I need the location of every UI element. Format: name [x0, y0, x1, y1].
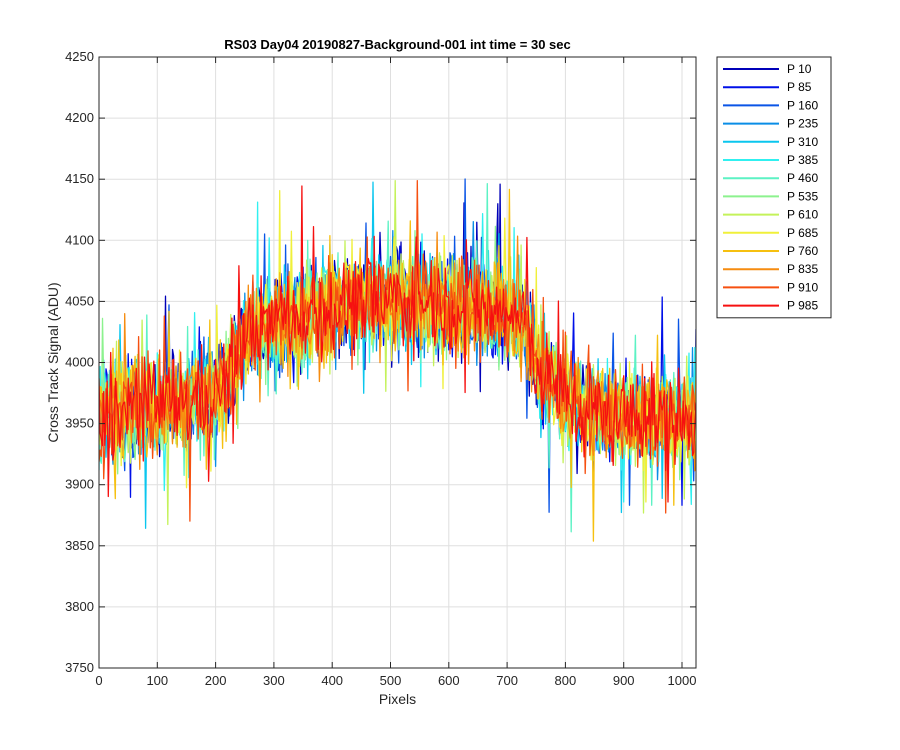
x-tick-label: 900	[613, 673, 635, 688]
legend-entry-label: P 460	[787, 171, 818, 185]
legend-entry-label: P 160	[787, 98, 818, 112]
x-axis-label: Pixels	[379, 691, 416, 707]
y-tick-label: 3950	[65, 416, 94, 431]
legend-entry-label: P 10	[787, 62, 812, 76]
legend-entry-label: P 235	[787, 117, 818, 131]
y-tick-label: 3800	[65, 599, 94, 614]
y-tick-label: 3750	[65, 660, 94, 675]
x-tick-label: 1000	[668, 673, 697, 688]
x-tick-label: 500	[380, 673, 402, 688]
y-tick-label: 3850	[65, 538, 94, 553]
legend-entry-label: P 835	[787, 262, 818, 276]
x-tick-label: 300	[263, 673, 285, 688]
series-layer	[99, 178, 696, 542]
y-tick-label: 4150	[65, 171, 94, 186]
x-tick-label: 700	[496, 673, 518, 688]
legend-entry-label: P 760	[787, 244, 818, 258]
x-tick-label: 400	[321, 673, 343, 688]
x-tick-label: 800	[555, 673, 577, 688]
legend-entry-label: P 910	[787, 280, 818, 294]
x-tick-label: 0	[95, 673, 102, 688]
x-tick-label: 600	[438, 673, 460, 688]
legend-entry-label: P 985	[787, 299, 818, 313]
y-tick-label: 4200	[65, 110, 94, 125]
chart-title: RS03 Day04 20190827-Background-001 int t…	[224, 37, 571, 52]
legend-entry-label: P 535	[787, 189, 818, 203]
legend-entry-label: P 610	[787, 208, 818, 222]
legend-box	[716, 56, 832, 319]
y-tick-label: 4050	[65, 293, 94, 308]
y-tick-label: 4000	[65, 355, 94, 370]
x-tick-label: 200	[205, 673, 227, 688]
y-tick-label: 3900	[65, 477, 94, 492]
y-tick-label: 4100	[65, 232, 94, 247]
y-axis-label: Cross Track Signal (ADU)	[45, 282, 61, 442]
tick-layer: 0 100 200 300 400 500 600 700 800 900 1000 3750 3800…	[65, 49, 696, 688]
legend-entry-label: P 385	[787, 153, 818, 167]
series-line	[99, 185, 696, 503]
legend-entry-label: P 685	[787, 226, 818, 240]
legend: P 10 P 85 P 160 P 235 P 310 P 385 P 460 P 535 P …	[716, 56, 832, 319]
x-tick-label: 100	[146, 673, 168, 688]
legend-entry-label: P 85	[787, 80, 812, 94]
legend-entry-label: P 310	[787, 135, 818, 149]
y-tick-label: 4250	[65, 49, 94, 64]
